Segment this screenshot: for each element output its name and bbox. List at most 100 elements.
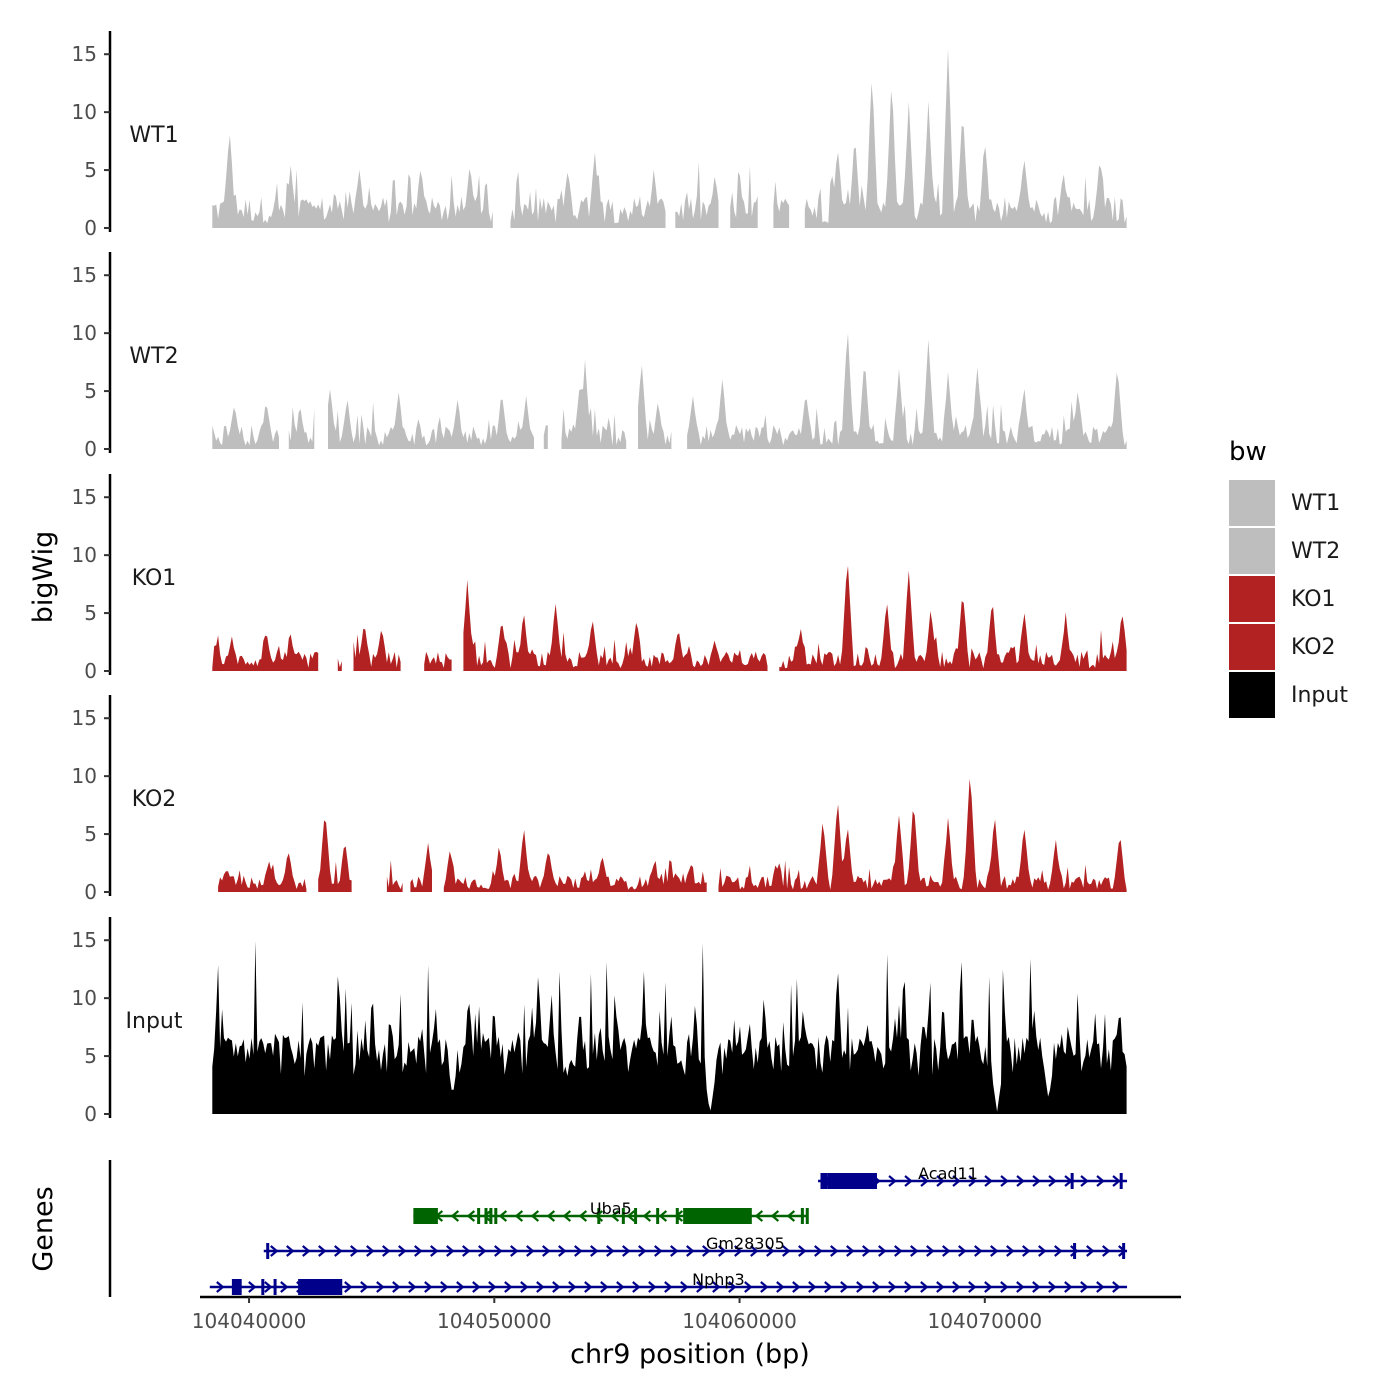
strand-chevron bbox=[626, 1210, 636, 1222]
coverage-area-Input bbox=[212, 940, 1127, 1114]
strand-chevron bbox=[648, 1281, 657, 1293]
strand-chevron bbox=[776, 1281, 785, 1293]
strand-chevron bbox=[216, 1281, 225, 1293]
x-axis: 104040000 104050000 104060000 104070000 bbox=[192, 1295, 1181, 1333]
strand-chevron bbox=[526, 1245, 535, 1257]
coverage-area-KO2 bbox=[443, 830, 707, 892]
strand-chevron bbox=[1054, 1245, 1063, 1257]
legend-label-KO1: KO1 bbox=[1291, 587, 1336, 612]
gene-Nphp3: Nphp3 bbox=[209, 1270, 1128, 1295]
x-tick-label: 104050000 bbox=[437, 1309, 552, 1333]
exon-Uba5 bbox=[800, 1208, 804, 1224]
coding-exon-Uba5 bbox=[413, 1208, 438, 1224]
strand-chevron bbox=[1016, 1281, 1025, 1293]
strand-chevron bbox=[984, 1281, 993, 1293]
coverage-area-WT2 bbox=[543, 425, 548, 449]
strand-chevron bbox=[450, 1210, 460, 1222]
exon-Acad11 bbox=[820, 1173, 828, 1189]
strand-chevron bbox=[1032, 1175, 1041, 1187]
strand-chevron bbox=[280, 1281, 289, 1293]
track-label-WT1: WT1 bbox=[129, 123, 178, 148]
strand-chevron bbox=[510, 1245, 519, 1257]
strand-chevron bbox=[984, 1175, 993, 1187]
coverage-area-KO1 bbox=[337, 658, 342, 671]
strand-chevron bbox=[530, 1210, 540, 1222]
strand-chevron bbox=[638, 1245, 647, 1257]
coverage-area-KO2 bbox=[386, 860, 403, 892]
strand-chevron bbox=[712, 1281, 721, 1293]
strand-chevron bbox=[504, 1281, 513, 1293]
strand-chevron bbox=[382, 1245, 391, 1257]
strand-chevron bbox=[408, 1281, 417, 1293]
y-tick-label-WT1: 10 bbox=[72, 100, 97, 124]
strand-chevron bbox=[888, 1281, 897, 1293]
strand-chevron bbox=[760, 1281, 769, 1293]
legend-key-KO2 bbox=[1229, 624, 1275, 670]
coverage-area-KO1 bbox=[463, 579, 768, 671]
strand-chevron bbox=[1112, 1175, 1121, 1187]
strand-chevron bbox=[958, 1245, 967, 1257]
strand-chevron bbox=[814, 1245, 823, 1257]
strand-chevron bbox=[1016, 1175, 1025, 1187]
strand-chevron bbox=[670, 1245, 679, 1257]
coverage-area-WT2 bbox=[638, 365, 672, 449]
y-tick-label-WT1: 5 bbox=[84, 158, 97, 182]
y-tick-label-WT2: 10 bbox=[72, 321, 97, 345]
strand-chevron bbox=[414, 1245, 423, 1257]
track-KO1: 0 5 10 15 KO1 bbox=[72, 474, 1127, 683]
strand-chevron bbox=[798, 1245, 807, 1257]
strand-chevron bbox=[910, 1245, 919, 1257]
strand-chevron bbox=[824, 1281, 833, 1293]
coverage-area-WT2 bbox=[561, 359, 627, 449]
coverage-area-WT1 bbox=[675, 162, 719, 228]
coverage-area-WT1 bbox=[804, 49, 1127, 228]
strand-chevron bbox=[334, 1245, 343, 1257]
strand-chevron bbox=[696, 1281, 705, 1293]
strand-chevron bbox=[846, 1245, 855, 1257]
x-tick-label: 104040000 bbox=[192, 1309, 307, 1333]
strand-chevron bbox=[622, 1245, 631, 1257]
strand-chevron bbox=[862, 1245, 871, 1257]
strand-chevron bbox=[968, 1281, 977, 1293]
exon-Uba5 bbox=[484, 1208, 488, 1224]
strand-chevron bbox=[936, 1281, 945, 1293]
coding-exon-Nphp3 bbox=[234, 1279, 242, 1295]
strand-chevron bbox=[610, 1210, 620, 1222]
gene-Acad11: Acad11 bbox=[818, 1164, 1128, 1189]
coverage-area-KO2 bbox=[410, 842, 432, 892]
strand-chevron bbox=[664, 1281, 673, 1293]
strand-chevron bbox=[782, 1245, 791, 1257]
coverage-area-KO2 bbox=[318, 820, 352, 892]
exon-Uba5 bbox=[489, 1208, 493, 1224]
coverage-area-WT1 bbox=[212, 135, 493, 228]
strand-chevron bbox=[904, 1281, 913, 1293]
strand-chevron bbox=[1080, 1175, 1089, 1187]
x-axis-title: chr9 position (bp) bbox=[570, 1339, 810, 1370]
exon-Uba5 bbox=[805, 1208, 809, 1224]
gene-label-Gm28305: Gm28305 bbox=[706, 1234, 785, 1253]
y-tick-label-KO1: 0 bbox=[84, 659, 97, 683]
x-tick-label: 104070000 bbox=[928, 1309, 1043, 1333]
coverage-tracks: 0 5 10 15 WT1 0 5 10 15 WT2 0 5 10 15 KO1 0 5 10 15 KO2 0 5 10… bbox=[72, 31, 1127, 1126]
exon-Nphp3 bbox=[231, 1279, 235, 1295]
strand-chevron bbox=[808, 1281, 817, 1293]
exon-Uba5 bbox=[494, 1208, 498, 1224]
y-tick-label-KO1: 5 bbox=[84, 601, 97, 625]
strand-chevron bbox=[482, 1210, 492, 1222]
coverage-area-KO1 bbox=[424, 651, 452, 671]
strand-chevron bbox=[936, 1175, 945, 1187]
strand-chevron bbox=[472, 1281, 481, 1293]
strand-chevron bbox=[840, 1281, 849, 1293]
strand-chevron bbox=[366, 1245, 375, 1257]
exon-Uba5 bbox=[477, 1208, 481, 1224]
strand-chevron bbox=[514, 1210, 524, 1222]
exon-Acad11 bbox=[1070, 1173, 1074, 1189]
strand-chevron bbox=[424, 1281, 433, 1293]
strand-chevron bbox=[558, 1245, 567, 1257]
strand-chevron bbox=[770, 1210, 780, 1222]
strand-chevron bbox=[462, 1245, 471, 1257]
strand-chevron bbox=[440, 1281, 449, 1293]
legend-label-WT2: WT2 bbox=[1291, 539, 1340, 564]
strand-chevron bbox=[1048, 1175, 1057, 1187]
strand-chevron bbox=[658, 1210, 668, 1222]
